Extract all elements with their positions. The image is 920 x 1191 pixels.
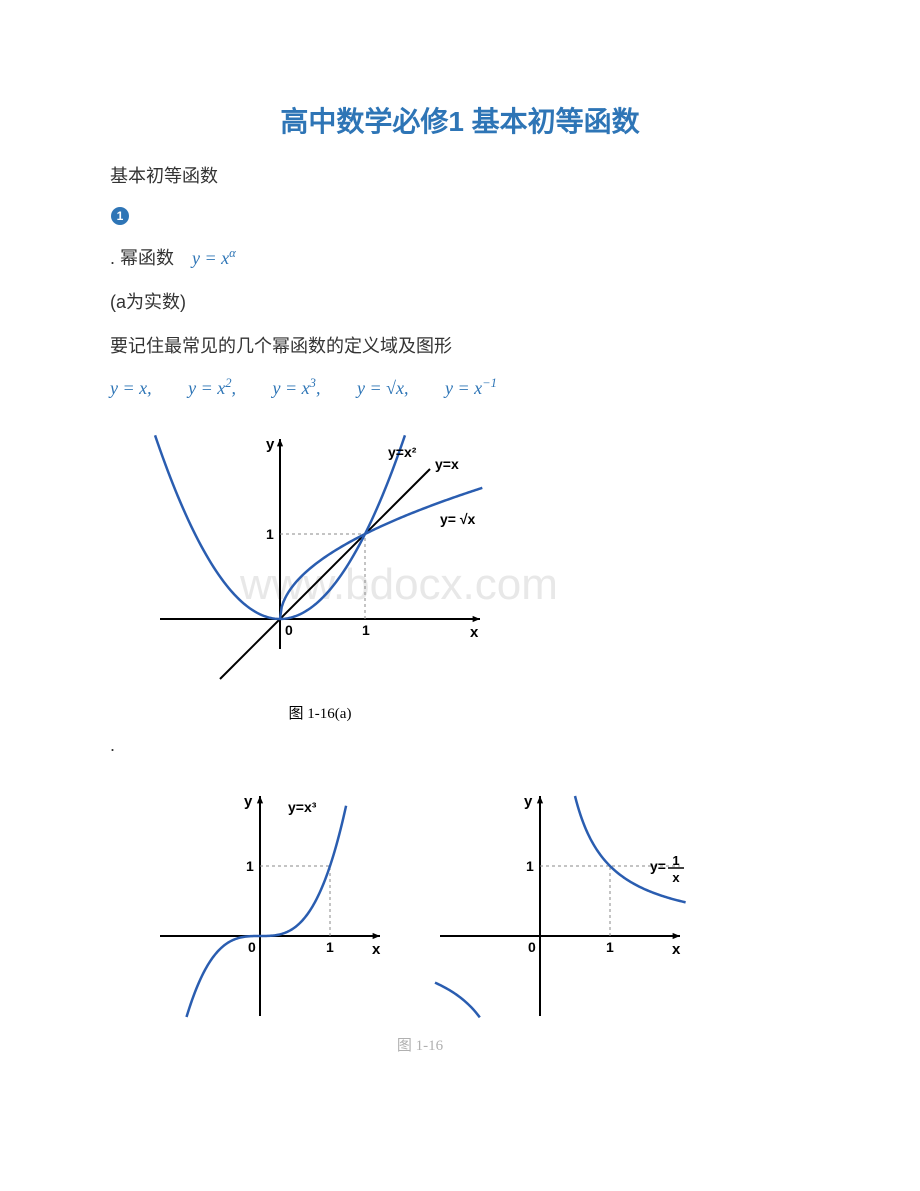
bullet-badge: 1	[110, 206, 130, 226]
formula-item: y = x3,	[273, 376, 321, 399]
svg-text:y=x: y=x	[435, 456, 459, 472]
svg-text:y: y	[266, 436, 275, 453]
formula-item: y = √x,	[357, 378, 409, 399]
svg-text:1: 1	[266, 526, 274, 542]
svg-text:y= √x: y= √x	[440, 511, 476, 527]
formula-item: y = x−1	[445, 376, 497, 399]
chart-c: y x 0 1 1 y= 1 x	[430, 786, 690, 1026]
svg-text:y=x³: y=x³	[288, 799, 317, 815]
note-remember: 要记住最常见的几个幂函数的定义域及图形	[110, 332, 810, 358]
chart-a-container: y x 0 1 1 y=x² y=x y= √x 图 1-16(a)	[110, 429, 810, 723]
page-title: 高中数学必修1 基本初等函数	[110, 100, 810, 140]
svg-text:1: 1	[362, 622, 370, 638]
formula-item: y = x,	[110, 378, 152, 399]
caption-bottom: 图 1-16	[150, 1034, 690, 1055]
power-function-line: . 幂函数 y = xα	[110, 244, 810, 270]
svg-text:x: x	[672, 941, 681, 958]
svg-text:y=x²: y=x²	[388, 444, 417, 460]
chart-row-2: y x 0 1 1 y=x³ y x 0 1 1 y= 1 x	[150, 786, 810, 1026]
chart-a-caption: 图 1-16(a)	[150, 702, 490, 723]
svg-text:0: 0	[248, 939, 256, 955]
chart-b: y x 0 1 1 y=x³	[150, 786, 390, 1026]
svg-text:1: 1	[526, 858, 534, 874]
formula-item: y = x2,	[188, 376, 236, 399]
svg-text:x: x	[672, 870, 680, 885]
section-heading: 基本初等函数	[110, 162, 810, 188]
power-function-formula: y = xα	[192, 246, 236, 269]
bullet-number: 1	[117, 209, 124, 223]
svg-text:1: 1	[606, 939, 614, 955]
svg-text:0: 0	[285, 622, 293, 638]
svg-text:y: y	[524, 793, 533, 810]
svg-text:0: 0	[528, 939, 536, 955]
power-function-label: . 幂函数	[110, 244, 174, 270]
formula-list: y = x, y = x2, y = x3, y = √x, y = x−1	[110, 376, 810, 399]
dot-separator: .	[110, 735, 810, 756]
chart-a: y x 0 1 1 y=x² y=x y= √x	[150, 429, 490, 689]
svg-text:x: x	[470, 624, 479, 641]
svg-text:1: 1	[672, 853, 679, 868]
svg-text:1: 1	[246, 858, 254, 874]
svg-text:y: y	[244, 793, 253, 810]
note-a: (a为实数)	[110, 288, 810, 314]
svg-text:1: 1	[326, 939, 334, 955]
svg-text:x: x	[372, 941, 381, 958]
svg-text:y=: y=	[650, 858, 666, 874]
